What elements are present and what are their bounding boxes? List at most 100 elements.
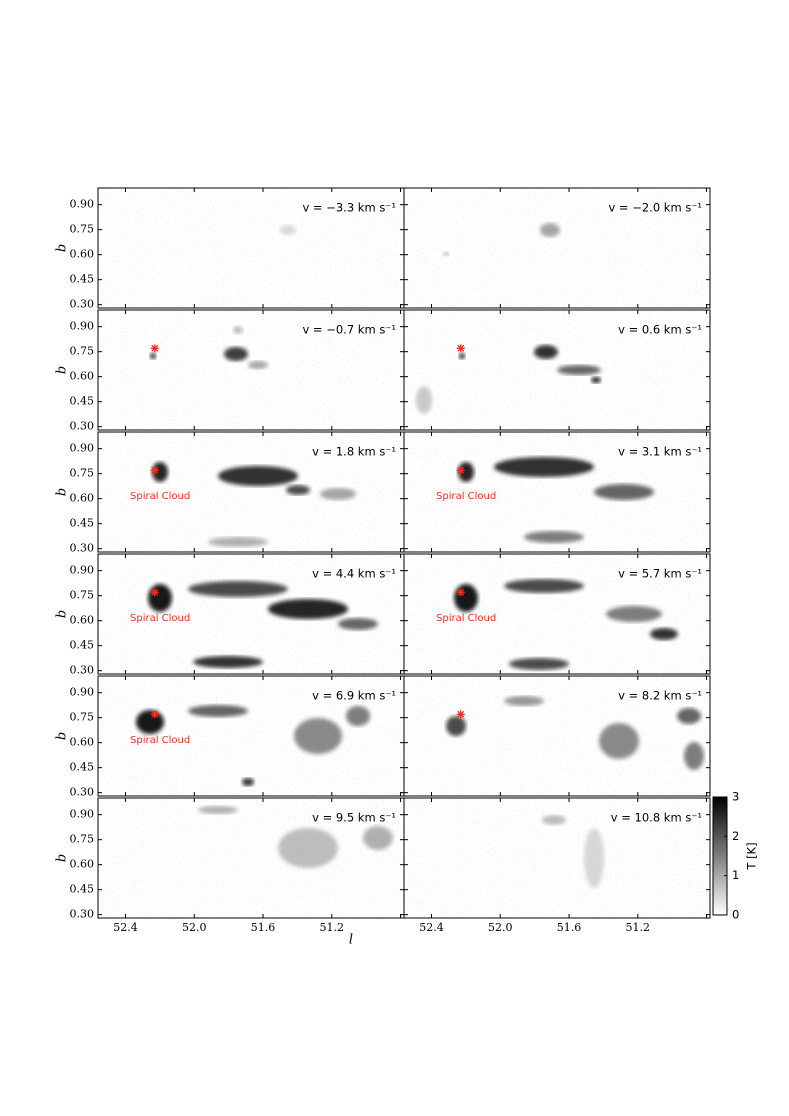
panel: 0.90 0.75 0.60 0.45 0.30 b v = −0.7 km s⁻¹ — [55, 309, 405, 433]
emission — [320, 488, 356, 500]
y-axis-label: b — [55, 488, 70, 496]
y-tick-label: 0.75 — [70, 467, 95, 480]
y-tick-label: 0.90 — [70, 564, 95, 577]
emission — [540, 223, 560, 237]
velocity-label: v = 9.5 km s⁻¹ — [312, 811, 396, 825]
source-marker — [150, 344, 159, 353]
y-axis-label: b — [55, 732, 70, 740]
panel-frame — [403, 309, 711, 431]
emission — [591, 377, 601, 383]
y-tick-label: 0.90 — [70, 198, 95, 211]
emission — [188, 581, 288, 597]
emission — [208, 537, 268, 547]
emission — [594, 484, 654, 500]
y-tick-label: 0.30 — [70, 786, 95, 799]
velocity-label: v = −0.7 km s⁻¹ — [302, 323, 396, 337]
emission — [504, 579, 584, 593]
y-tick-label: 0.60 — [70, 858, 95, 871]
x-axis-label: l — [349, 933, 353, 948]
y-tick-label: 0.75 — [70, 711, 95, 724]
panel-frame — [403, 675, 711, 797]
y-tick-label: 0.30 — [70, 298, 95, 311]
emission — [542, 815, 566, 825]
emission — [509, 658, 569, 670]
panel: 52.4 52.0 51.6 51.2 0.90 0.75 0.60 0.45 0.30 b v =… — [55, 797, 405, 948]
velocity-label: v = 1.8 km s⁻¹ — [312, 445, 396, 459]
y-tick-label: 0.60 — [70, 614, 95, 627]
emission — [650, 628, 678, 640]
y-tick-label: 0.60 — [70, 370, 95, 383]
source-marker — [150, 466, 159, 475]
emission — [136, 710, 164, 734]
panel-frame — [403, 187, 711, 309]
y-tick-label: 0.90 — [70, 686, 95, 699]
annotation: Spiral Cloud — [130, 735, 190, 746]
colorbar-tick-label: 3 — [732, 790, 739, 804]
annotation: Spiral Cloud — [436, 491, 496, 502]
y-tick-label: 0.45 — [70, 883, 95, 896]
x-tick-label: 51.6 — [251, 921, 276, 934]
y-tick-label: 0.45 — [70, 517, 95, 530]
emission — [150, 353, 156, 359]
colorbar-label: T [K] — [745, 842, 759, 870]
emission — [443, 252, 449, 256]
emission — [148, 584, 172, 612]
source-marker — [150, 710, 159, 719]
emission — [494, 457, 594, 477]
emission — [152, 462, 168, 482]
panel-frame — [403, 797, 711, 919]
source-marker — [456, 466, 465, 475]
emission — [363, 826, 393, 850]
emission — [504, 696, 544, 706]
colorbar-tick-label: 2 — [732, 829, 739, 843]
y-tick-label: 0.30 — [70, 908, 95, 921]
y-tick-label: 0.45 — [70, 761, 95, 774]
panel-frame — [403, 553, 711, 675]
velocity-label: v = 0.6 km s⁻¹ — [618, 323, 702, 337]
x-tick-label: 52.4 — [113, 921, 138, 934]
y-tick-label: 0.90 — [70, 808, 95, 821]
panel-frame — [403, 431, 711, 553]
emission — [218, 466, 298, 486]
emission — [242, 778, 254, 786]
annotation: Spiral Cloud — [436, 613, 496, 624]
y-tick-label: 0.30 — [70, 420, 95, 433]
y-tick-label: 0.75 — [70, 223, 95, 236]
panel: v = −2.0 km s⁻¹ — [403, 187, 711, 309]
y-tick-label: 0.60 — [70, 736, 95, 749]
noise-speckle — [98, 310, 404, 430]
colorbar-tick-label: 0 — [732, 908, 739, 922]
panel: 0.90 0.75 0.60 0.45 0.30 b v = 1.8 km s⁻¹ Spira… — [55, 431, 405, 555]
emission — [286, 485, 310, 495]
emission — [534, 345, 558, 359]
y-tick-label: 0.90 — [70, 442, 95, 455]
x-tick-label: 51.2 — [320, 921, 345, 934]
y-axis-label: b — [55, 244, 70, 252]
y-tick-label: 0.45 — [70, 273, 95, 286]
emission — [684, 742, 704, 770]
noise-speckle — [404, 676, 710, 796]
emission — [606, 606, 662, 622]
velocity-label: v = 8.2 km s⁻¹ — [618, 689, 702, 703]
x-tick-label: 52.0 — [488, 921, 513, 934]
panel: v = 3.1 km s⁻¹ Spiral Cloud — [403, 431, 711, 553]
y-tick-label: 0.60 — [70, 492, 95, 505]
annotation: Spiral Cloud — [130, 491, 190, 502]
y-tick-label: 0.30 — [70, 664, 95, 677]
y-tick-label: 0.45 — [70, 639, 95, 652]
velocity-label: v = 10.8 km s⁻¹ — [611, 811, 702, 825]
panel: v = 0.6 km s⁻¹ — [403, 309, 711, 431]
emission — [198, 806, 238, 814]
x-tick-label: 51.2 — [626, 921, 651, 934]
emission — [524, 531, 584, 543]
y-tick-label: 0.75 — [70, 345, 95, 358]
velocity-label: v = 6.9 km s⁻¹ — [312, 689, 396, 703]
noise-speckle — [98, 798, 404, 918]
emission — [677, 708, 701, 724]
emission — [454, 584, 478, 612]
y-tick-label: 0.30 — [70, 542, 95, 555]
colorbar — [712, 796, 728, 916]
source-marker — [456, 588, 465, 597]
x-tick-label: 52.0 — [182, 921, 207, 934]
